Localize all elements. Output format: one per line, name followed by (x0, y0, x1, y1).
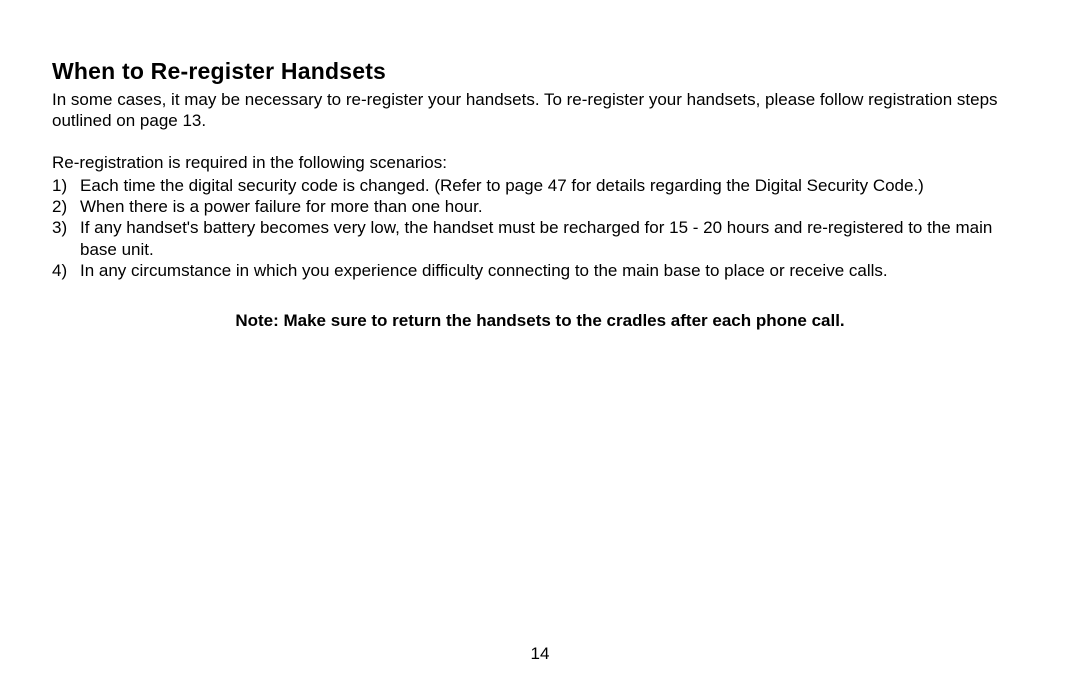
list-item-number: 4) (52, 260, 80, 281)
note-paragraph: Note: Make sure to return the handsets t… (52, 311, 1028, 331)
list-item-number: 3) (52, 217, 80, 238)
intro-paragraph: In some cases, it may be necessary to re… (52, 89, 1028, 132)
list-item: 4) In any circumstance in which you expe… (52, 260, 1028, 281)
list-item: 2) When there is a power failure for mor… (52, 196, 1028, 217)
list-lead-in: Re-registration is required in the follo… (52, 152, 1028, 173)
page-number: 14 (0, 644, 1080, 664)
list-item: 3) If any handset's battery becomes very… (52, 217, 1028, 260)
scenario-list: 1) Each time the digital security code i… (52, 175, 1028, 281)
list-item-text: Each time the digital security code is c… (80, 175, 1028, 196)
section-heading: When to Re-register Handsets (52, 58, 1028, 85)
list-item-number: 2) (52, 196, 80, 217)
manual-page: When to Re-register Handsets In some cas… (0, 0, 1080, 688)
list-item-text: When there is a power failure for more t… (80, 196, 1028, 217)
list-item-number: 1) (52, 175, 80, 196)
note-text: Note: Make sure to return the handsets t… (235, 311, 844, 331)
list-item: 1) Each time the digital security code i… (52, 175, 1028, 196)
list-item-text: If any handset's battery becomes very lo… (80, 217, 1028, 260)
list-item-text: In any circumstance in which you experie… (80, 260, 1028, 281)
